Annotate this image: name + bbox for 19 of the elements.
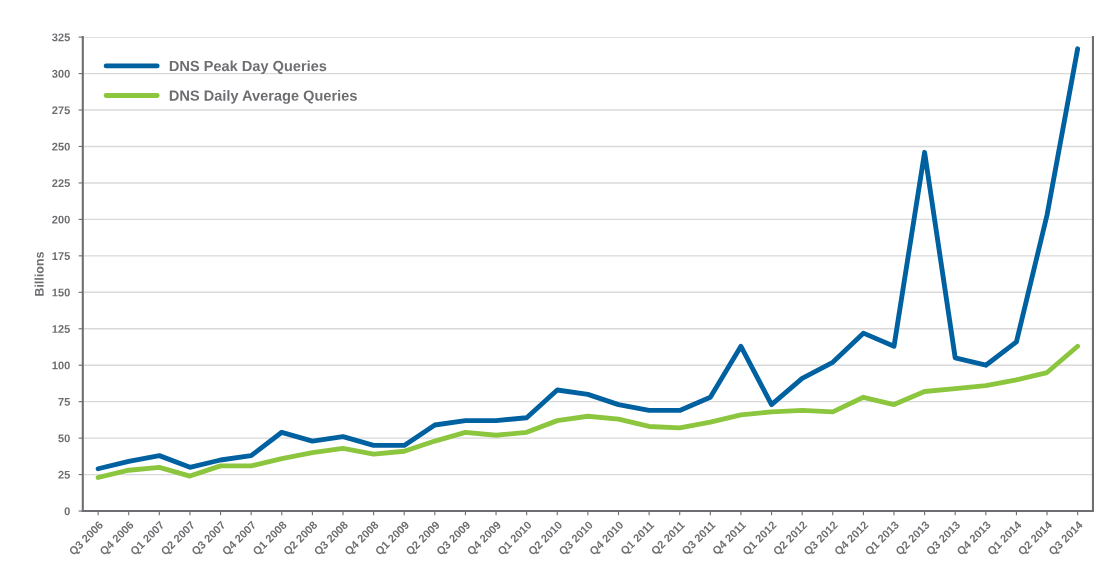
- y-tick-label: 150: [52, 288, 70, 297]
- y-tick-label: 0: [64, 507, 70, 516]
- y-axis-title: Billions: [34, 252, 44, 296]
- y-tick-label: 125: [52, 325, 70, 333]
- y-tick-label: 25: [58, 470, 70, 479]
- y-tick-label: 200: [52, 215, 70, 224]
- line-series: [95, 343, 1081, 480]
- y-tick-label: 50: [58, 434, 70, 443]
- y-tick-label: 325: [52, 33, 70, 42]
- y-tick-label: 175: [52, 252, 70, 260]
- y-tick-label: 300: [52, 69, 70, 78]
- y-tick-label: 250: [52, 142, 70, 151]
- legend-label: DNS Daily Average Queries: [169, 90, 357, 104]
- y-tick-label: 100: [52, 361, 70, 370]
- y-tick-label: 75: [58, 398, 70, 406]
- y-tick-label: 225: [52, 179, 70, 188]
- legend-label: DNS Peak Day Queries: [169, 60, 327, 75]
- line-series: [95, 46, 1081, 472]
- y-tick-label: 275: [52, 106, 70, 115]
